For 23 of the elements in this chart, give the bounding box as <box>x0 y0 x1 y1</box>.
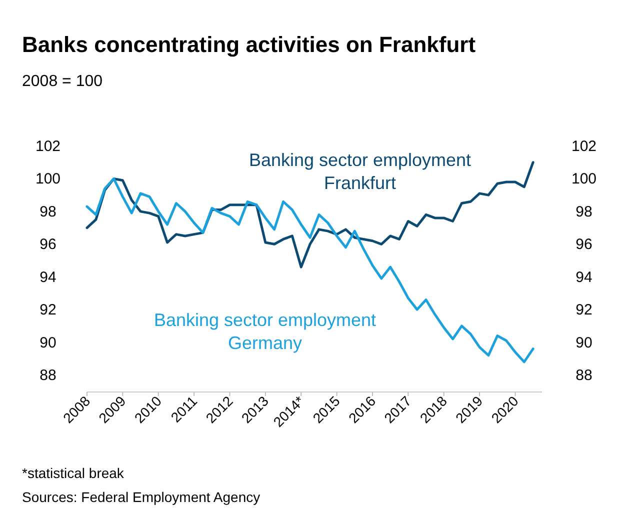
y2-tick-label: 96 <box>576 236 592 254</box>
y2-tick-label: 88 <box>576 367 592 384</box>
y-tick-label: 96 <box>40 236 56 254</box>
text: *statistical break <box>22 465 125 481</box>
line-series <box>86 177 534 364</box>
y2-tick-label: 102 <box>571 138 597 155</box>
y-tick-label: 94 <box>40 268 56 286</box>
series-label: Banking sector employment Frankfurt <box>248 150 472 193</box>
series-label: Banking sector employment Germany <box>154 310 376 353</box>
y-tick-label: 90 <box>40 334 56 352</box>
y-tick-label: 88 <box>40 367 56 384</box>
y2-tick-label: 94 <box>576 268 592 286</box>
y2-tick-label: 100 <box>571 170 597 188</box>
y2-tick-label: 92 <box>576 302 592 319</box>
y-tick-label: 92 <box>40 302 56 319</box>
y2-tick-label: 98 <box>576 203 592 220</box>
y2-tick-label: 90 <box>576 334 592 352</box>
y-tick-label: 98 <box>40 203 56 220</box>
source-note: Sources: Federal Employment Agency <box>22 489 260 505</box>
y-tick-label: 102 <box>35 138 61 155</box>
chart-title: Banks concentrating activities on Frankfurt <box>22 32 476 57</box>
chart-subtitle: 2008 = 100 <box>22 73 103 90</box>
y-tick-label: 100 <box>35 170 61 188</box>
